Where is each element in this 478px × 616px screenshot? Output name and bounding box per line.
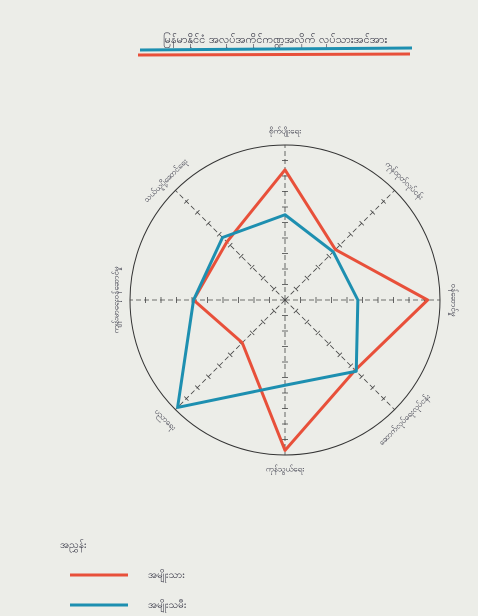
legend-label: အမျိုးသား bbox=[148, 568, 185, 583]
paper bbox=[0, 0, 478, 616]
title-underline bbox=[138, 54, 410, 55]
chart: မြန်မာနိုင်ငံ အလုပ်အကိုင်ကဏ္ဍအလိုက် လုပ်… bbox=[0, 0, 478, 616]
chart-title: မြန်မာနိုင်ငံ အလုပ်အကိုင်ကဏ္ဍအလိုက် လုပ်… bbox=[163, 32, 388, 48]
title-underline bbox=[140, 48, 412, 50]
legend-title: အညွှန်း bbox=[60, 538, 87, 553]
legend-label: အမျိုးသမီး bbox=[148, 598, 187, 613]
